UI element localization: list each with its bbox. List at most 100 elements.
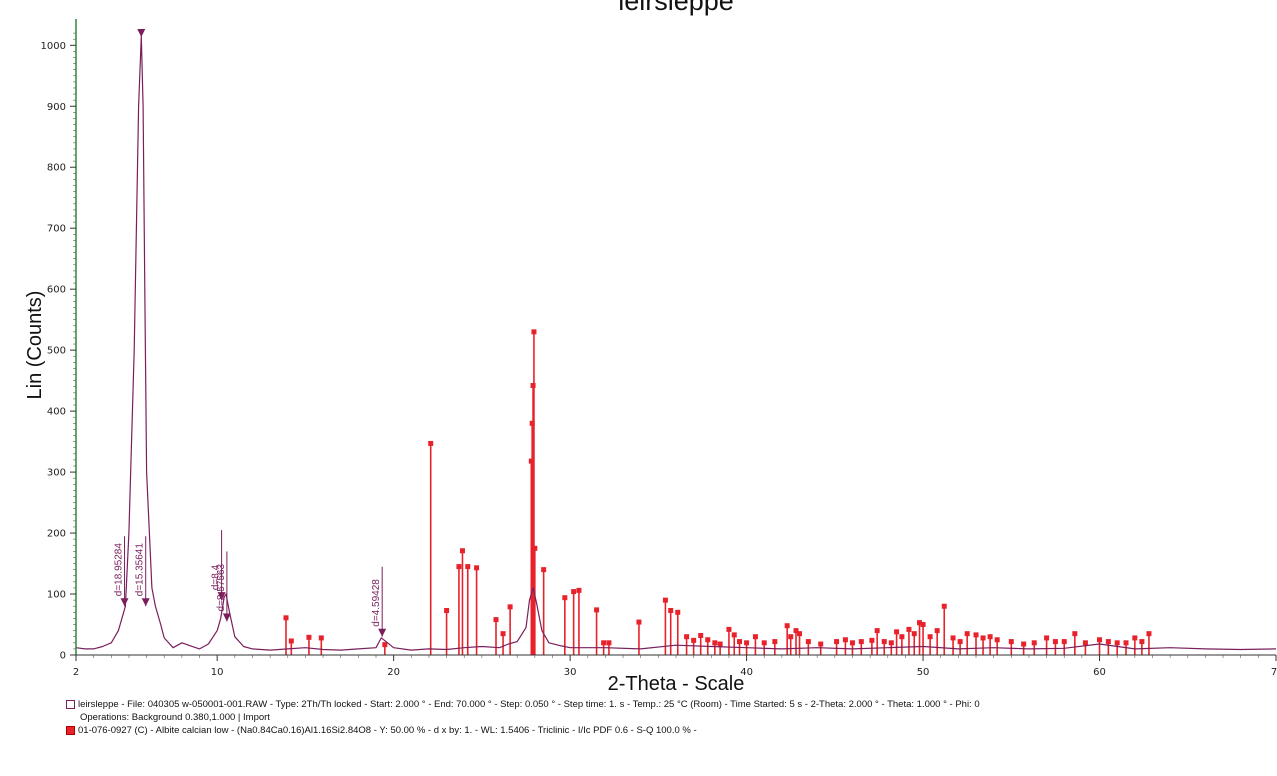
peak-label: d=8.57563 bbox=[216, 563, 227, 611]
y-tick-label: 1000 bbox=[41, 41, 66, 52]
reference-marker bbox=[849, 640, 855, 646]
y-tick-label: 800 bbox=[47, 163, 66, 174]
reference-marker bbox=[444, 607, 450, 613]
reference-marker bbox=[1052, 639, 1058, 645]
reference-marker bbox=[662, 597, 668, 603]
y-ticks: 0 100 200 300 400 500 600 700 800 900 1000 bbox=[41, 32, 76, 662]
reference-marker bbox=[906, 626, 912, 632]
reference-marker bbox=[576, 587, 582, 593]
y-tick-label: 200 bbox=[47, 529, 66, 540]
reference-marker bbox=[691, 637, 697, 643]
reference-marker bbox=[1132, 635, 1138, 641]
legend-text-pattern: leirsleppe - File: 040305 w-050001-001.R… bbox=[78, 699, 980, 710]
reference-swatch-icon bbox=[66, 726, 75, 735]
reference-marker bbox=[858, 639, 864, 645]
reference-pattern bbox=[283, 329, 1152, 655]
peak-arrow-icon bbox=[141, 598, 150, 607]
reference-marker bbox=[1044, 635, 1050, 641]
reference-marker bbox=[668, 607, 674, 613]
reference-marker bbox=[927, 634, 933, 640]
reference-marker bbox=[507, 604, 513, 610]
reference-marker bbox=[717, 641, 723, 647]
legend-item-pattern: leirsleppe - File: 040305 w-050001-001.R… bbox=[66, 698, 1266, 711]
reference-marker bbox=[784, 623, 790, 629]
reference-marker bbox=[1008, 639, 1014, 645]
reference-marker bbox=[606, 640, 612, 646]
reference-marker bbox=[994, 637, 1000, 643]
reference-marker bbox=[726, 626, 732, 632]
reference-marker bbox=[805, 639, 811, 645]
reference-marker bbox=[1123, 640, 1129, 646]
reference-marker bbox=[1139, 639, 1145, 645]
reference-marker bbox=[456, 564, 462, 570]
reference-marker bbox=[964, 631, 970, 637]
main-peak-arrow-icon bbox=[137, 29, 146, 37]
reference-marker bbox=[1031, 640, 1037, 646]
reference-marker bbox=[1114, 640, 1120, 646]
reference-marker bbox=[601, 640, 607, 646]
chart: leirsleppe Lin (Counts) 2-Theta - Scale … bbox=[24, 0, 1277, 695]
reference-marker bbox=[934, 628, 940, 634]
reference-marker bbox=[428, 440, 434, 446]
reference-marker bbox=[797, 631, 803, 637]
peak-arrow-icon bbox=[120, 598, 129, 607]
x-tick-label: 7 bbox=[1271, 667, 1277, 678]
x-axis-label: 2-Theta - Scale bbox=[608, 673, 745, 695]
reference-marker bbox=[973, 632, 979, 638]
reference-marker bbox=[459, 548, 465, 554]
peak-arrow-icon bbox=[217, 592, 226, 601]
reference-marker bbox=[987, 634, 993, 640]
reference-marker bbox=[532, 545, 538, 551]
peak-label: d=18.95284 bbox=[114, 543, 125, 597]
reference-marker bbox=[881, 639, 887, 645]
x-tick-label: 10 bbox=[211, 667, 224, 678]
legend-operations: Operations: Background 0.380,1.000 | Imp… bbox=[80, 712, 270, 723]
reference-marker bbox=[950, 635, 956, 641]
reference-marker bbox=[869, 637, 875, 643]
reference-marker bbox=[684, 634, 690, 640]
reference-marker bbox=[737, 639, 743, 645]
reference-marker bbox=[594, 607, 600, 613]
reference-marker bbox=[465, 564, 471, 570]
x-tick-label: 40 bbox=[740, 667, 753, 678]
peak-markers: d=18.95284 d=15.35641 d=8.4d=8.57563 d=4.59… bbox=[114, 29, 387, 637]
reference-marker bbox=[1021, 641, 1027, 647]
y-tick-label: 100 bbox=[47, 590, 66, 601]
reference-marker bbox=[1105, 639, 1111, 645]
reference-marker bbox=[772, 639, 778, 645]
reference-marker bbox=[920, 622, 926, 628]
reference-marker bbox=[562, 595, 568, 601]
reference-marker bbox=[541, 567, 547, 573]
legend-item-reference: 01-076-0927 (C) - Albite calcian low - (… bbox=[66, 724, 1266, 737]
reference-marker bbox=[500, 631, 506, 637]
x-tick-label: 2 bbox=[73, 667, 79, 678]
y-tick-label: 500 bbox=[47, 346, 66, 357]
peak-label: d=8.4 bbox=[211, 564, 222, 590]
y-tick-label: 600 bbox=[47, 285, 66, 296]
x-tick-label: 50 bbox=[917, 667, 930, 678]
reference-marker bbox=[528, 458, 534, 464]
x-tick-label: 30 bbox=[564, 667, 577, 678]
y-tick-label: 0 bbox=[60, 651, 66, 662]
y-tick-label: 900 bbox=[47, 102, 66, 113]
reference-marker bbox=[705, 637, 711, 643]
reference-marker bbox=[957, 639, 963, 645]
reference-marker bbox=[712, 640, 718, 646]
pattern-line bbox=[75, 35, 1277, 651]
reference-marker bbox=[474, 565, 480, 571]
reference-marker bbox=[941, 603, 947, 609]
y-tick-label: 400 bbox=[47, 407, 66, 418]
y-tick-label: 300 bbox=[47, 468, 66, 479]
reference-marker bbox=[788, 634, 794, 640]
axes bbox=[75, 19, 1276, 656]
reference-marker bbox=[1146, 631, 1152, 637]
peak-label: d=4.59428 bbox=[371, 579, 382, 627]
reference-marker bbox=[530, 383, 536, 389]
reference-marker bbox=[1061, 639, 1067, 645]
reference-marker bbox=[911, 631, 917, 637]
peak-arrow-icon bbox=[378, 628, 387, 637]
xrd-pattern bbox=[75, 35, 1277, 651]
reference-marker bbox=[698, 632, 704, 638]
reference-marker bbox=[888, 640, 894, 646]
reference-marker bbox=[874, 628, 880, 634]
